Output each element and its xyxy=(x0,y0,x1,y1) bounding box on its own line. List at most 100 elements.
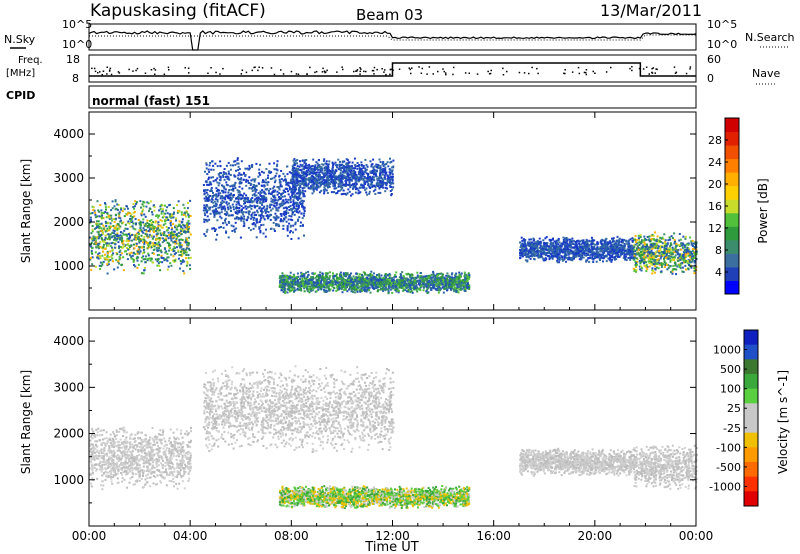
nave-point xyxy=(437,70,439,73)
echo-cell xyxy=(146,222,149,225)
nave-point xyxy=(444,72,447,74)
nave-point xyxy=(365,70,367,73)
echo-cell xyxy=(116,227,119,230)
echo-cell xyxy=(239,178,242,181)
echo-cell xyxy=(342,192,345,195)
echo-cell xyxy=(206,211,208,214)
echo-cell xyxy=(125,250,127,253)
echo-cell xyxy=(100,222,103,225)
echo-cell xyxy=(126,234,129,237)
echo-cell xyxy=(168,246,171,249)
echo-cell xyxy=(335,275,338,277)
echo-cell xyxy=(274,199,277,202)
echo-cell xyxy=(101,261,104,264)
echo-cell xyxy=(293,190,296,193)
echo-cell xyxy=(165,226,168,228)
echo-cell xyxy=(105,222,108,225)
echo-cell xyxy=(275,209,278,212)
echo-cell xyxy=(150,219,153,222)
echo-cell xyxy=(182,270,185,272)
echo-cell xyxy=(249,229,252,232)
echo-cell xyxy=(256,197,259,200)
echo-cell xyxy=(220,217,223,220)
echo-cell xyxy=(303,186,306,189)
echo-cell xyxy=(142,218,145,221)
echo-cell xyxy=(95,242,98,245)
echo-cell xyxy=(160,226,163,229)
echo-cell xyxy=(155,258,158,261)
nave-point xyxy=(476,73,479,75)
echo-cell xyxy=(286,227,289,230)
echo-cell xyxy=(263,191,266,194)
nave-point xyxy=(136,67,139,70)
echo-cell xyxy=(297,219,299,222)
echo-cell xyxy=(113,246,116,249)
echo-cell xyxy=(354,185,357,188)
echo-cell xyxy=(212,194,215,197)
echo-cell xyxy=(238,182,241,185)
echo-cell xyxy=(368,192,371,195)
echo-cell xyxy=(290,180,293,183)
echo-cell xyxy=(156,254,159,257)
echo-cell xyxy=(332,277,335,280)
nave-point xyxy=(101,73,103,76)
echo-cell xyxy=(132,252,135,255)
echo-cell xyxy=(250,207,253,210)
echo-cell xyxy=(314,182,317,185)
echo-cell xyxy=(258,206,261,209)
echo-cell xyxy=(326,176,329,179)
echo-cell xyxy=(238,211,241,214)
echo-cell xyxy=(343,183,346,186)
echo-cell xyxy=(133,243,135,246)
echo-cell xyxy=(336,281,339,284)
echo-cell xyxy=(293,161,296,164)
echo-cell xyxy=(104,236,107,239)
echo-cell xyxy=(355,178,357,181)
echo-cell xyxy=(283,278,286,281)
echo-cell xyxy=(239,173,242,176)
echo-cell xyxy=(458,271,461,274)
echo-cell xyxy=(270,213,273,216)
echo-cell xyxy=(387,292,390,295)
echo-cell xyxy=(135,245,138,247)
echo-cell xyxy=(224,198,227,201)
echo-cell xyxy=(230,210,232,212)
echo-cell xyxy=(287,190,289,193)
echo-cell xyxy=(117,241,120,244)
echo-cell xyxy=(289,271,292,274)
echo-cell xyxy=(304,164,307,167)
echo-cell xyxy=(159,207,162,210)
echo-cell xyxy=(262,215,265,218)
echo-cell xyxy=(185,227,188,230)
echo-cell xyxy=(303,277,306,280)
nsearch-label: N.Search xyxy=(745,31,795,44)
echo-cell xyxy=(225,201,228,204)
echo-cell xyxy=(291,208,293,211)
echo-cell xyxy=(220,172,223,175)
echo-cell xyxy=(360,184,363,186)
echo-cell xyxy=(145,229,148,231)
noise-traces xyxy=(88,30,697,51)
echo-cell xyxy=(298,210,301,213)
cpid-panel: normal (fast) 151 CPID xyxy=(6,85,697,109)
echo-cell xyxy=(293,167,296,170)
echo-cell xyxy=(236,201,239,203)
echo-cell xyxy=(116,237,119,240)
echo-cell xyxy=(158,209,161,212)
echo-cell xyxy=(378,176,381,178)
echo-cell xyxy=(438,288,440,291)
echo-cell xyxy=(457,291,460,294)
echo-cell xyxy=(106,250,109,253)
echo-cell xyxy=(127,237,130,240)
echo-cell xyxy=(277,206,280,209)
echo-cell xyxy=(281,283,284,286)
echo-cell xyxy=(186,262,189,265)
echo-cell xyxy=(269,218,272,221)
nave-point xyxy=(610,66,612,69)
echo-cell xyxy=(213,204,215,207)
echo-cell xyxy=(119,249,122,252)
echo-cell xyxy=(286,284,289,287)
echo-cell xyxy=(283,175,286,178)
echo-cell xyxy=(339,271,342,274)
echo-cell xyxy=(278,192,281,195)
